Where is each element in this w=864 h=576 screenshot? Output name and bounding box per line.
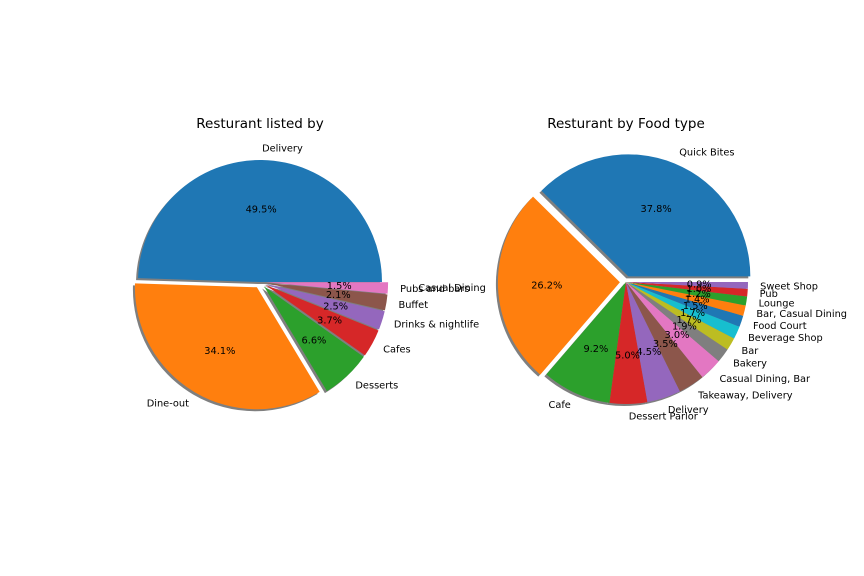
pie-label-sweet-shop: Sweet Shop [760, 281, 818, 292]
pie-value-bakery: 1.9% [672, 322, 697, 333]
pie-slice-food-court [626, 282, 744, 327]
pie-title-listed-by: Resturant listed by [196, 116, 323, 132]
pie-slice-bakery [626, 282, 728, 362]
pie-chart-food-type: Quick Bites 37.8% Casual Dining 26.2% Cafe 9.… [418, 148, 847, 423]
pie-label-desserts: Desserts [355, 380, 398, 391]
pie-value-buffet: 2.1% [326, 290, 351, 301]
pie-chart-listed-by: Delivery 49.5% Dine-out 34.1% Desserts 6.6% Ca… [132, 143, 479, 412]
pie-slice-pub [626, 282, 748, 297]
pie-label-quick-bites: Quick Bites [679, 148, 734, 159]
pie-value-takeaway-delivery: 3.5% [653, 339, 678, 350]
pie-slice-drinks-nightlife [265, 283, 385, 330]
pie-value-dine-out: 34.1% [204, 346, 235, 357]
pie-label-dessert-parlor: Dessert Parlor [629, 412, 699, 423]
pie-label-buffet: Buffet [399, 300, 429, 311]
pie-value-beverage-shop: 1.7% [680, 308, 705, 319]
pie-value-pubs-and-bars: 1.5% [327, 281, 352, 292]
pie-slice-dessert-parlor [609, 282, 648, 404]
pie-slice-delivery [626, 282, 680, 403]
pie-slice-cafe [546, 282, 626, 403]
pie-value-casual-dining: 26.2% [531, 281, 562, 292]
pie-slice-buffet [266, 282, 388, 311]
pie-label-delivery: Delivery [262, 143, 303, 154]
pie-slice-delivery [138, 160, 382, 282]
pie-label-takeaway-delivery: Takeaway, Delivery [697, 391, 793, 402]
pie-label-bar-casual-dining: Bar, Casual Dining [756, 309, 847, 320]
pie-title-food-type: Resturant by Food type [547, 116, 705, 132]
pie-slice-bar [626, 282, 735, 350]
pie-slice-desserts [264, 286, 364, 392]
pie-label-bar: Bar [741, 346, 759, 357]
pie-label-pub: Pub [760, 289, 778, 300]
pie-value-lounge: 1.2% [686, 289, 711, 300]
pie-labels-food-type: Quick Bites 37.8% Casual Dining 26.2% Cafe 9.… [418, 148, 847, 423]
pie-slice-beverage-shop [626, 282, 740, 339]
pie-value-food-court: 1.5% [683, 301, 708, 312]
pie-label-pubs-and-bars: Pubs and bars [400, 284, 469, 295]
pie-label-cafe: Cafe [549, 400, 571, 411]
pie-value-delivery: 49.5% [246, 204, 277, 215]
pie-label-beverage-shop: Beverage Shop [748, 333, 823, 344]
pie-slice-cafes [265, 284, 379, 356]
pie-value-pub: 1.0% [686, 284, 711, 295]
pie-label-bakery: Bakery [733, 358, 767, 369]
pie-slice-casual-dining-bar [626, 282, 719, 378]
pie-slice-pubs-and-bars [266, 282, 389, 294]
pie-value-dessert-parlor: 5.0% [615, 351, 640, 362]
pie-value-delivery: 4.5% [636, 347, 661, 358]
pie-labels-listed-by: Delivery 49.5% Dine-out 34.1% Desserts 6.6% Ca… [147, 143, 479, 409]
pie-label-casual-dining-bar: Casual Dining, Bar [719, 374, 811, 385]
pie-slice-casual-dining [497, 196, 620, 375]
pie-slice-takeaway-delivery [626, 282, 703, 392]
pie-value-sweet-shop: 0.9% [687, 280, 712, 291]
pie-label-cafes: Cafes [383, 345, 410, 356]
pie-value-desserts: 6.6% [301, 336, 326, 347]
pie-value-cafes: 3.7% [317, 315, 342, 326]
pie-label-food-court: Food Court [753, 321, 807, 332]
pie-value-bar: 1.7% [677, 315, 702, 326]
pie-label-dine-out: Dine-out [147, 398, 189, 409]
pie-slice-dine-out [134, 283, 320, 410]
pie-value-bar-casual-dining: 1.4% [685, 295, 710, 306]
pie-label-delivery: Delivery [668, 405, 709, 416]
pie-label-casual-dining: Casual Dining [418, 283, 486, 294]
pie-value-quick-bites: 37.8% [641, 204, 672, 215]
pie-label-lounge: Lounge [759, 298, 795, 309]
pie-slice-sweet-shop [626, 282, 748, 289]
pie-wedges-listed-by [134, 160, 389, 410]
pie-slice-lounge [626, 282, 748, 306]
pie-value-drinks-nightlife: 2.5% [323, 301, 348, 312]
pie-slice-quick-bites [541, 154, 751, 277]
pie-value-casual-dining-bar: 3.0% [665, 330, 690, 341]
pie-slice-bar-casual-dining [626, 282, 746, 316]
pie-label-drinks-nightlife: Drinks & nightlife [394, 320, 479, 331]
pie-wedges-food-type [497, 154, 751, 404]
pie-value-cafe: 9.2% [583, 344, 608, 355]
